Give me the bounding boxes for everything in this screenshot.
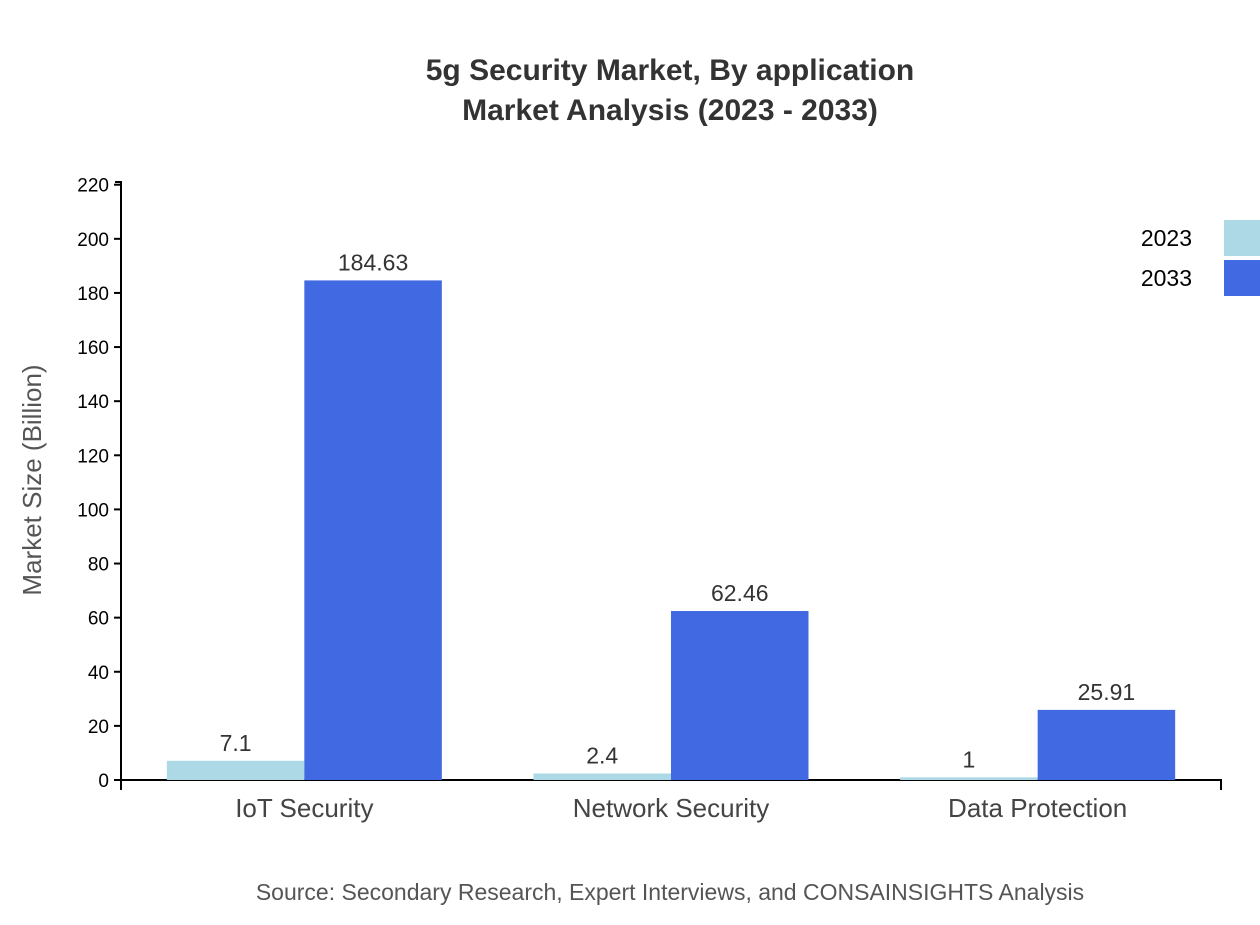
bar-2023-iot-security (166, 760, 305, 780)
y-tick-label: 80 (88, 555, 109, 576)
y-tick-label: 220 (77, 176, 109, 197)
data-label: 1 (963, 746, 976, 772)
y-tick-label: 20 (88, 717, 109, 738)
bar-2023-network-security (533, 773, 671, 780)
legend-swatch-2023 (1224, 220, 1260, 256)
bar-2033-data-protection (1037, 709, 1176, 780)
y-tick-label: 180 (77, 284, 109, 305)
bar-2023-data-protection (900, 777, 1038, 780)
bar-2033-iot-security (304, 280, 442, 780)
x-axis-line (120, 779, 1222, 790)
chart-title: 5g Security Market, By application (426, 54, 914, 87)
y-axis-label: Market Size (Billion) (17, 364, 47, 595)
data-label: 7.1 (220, 730, 252, 756)
y-tick-label: 120 (77, 446, 109, 467)
x-tick-label: IoT Security (235, 793, 373, 823)
x-tick-label: Network Security (573, 793, 770, 823)
data-label: 2.4 (586, 743, 618, 769)
data-label: 25.91 (1078, 679, 1136, 705)
y-tick-label: 100 (77, 500, 109, 521)
y-tick-label: 40 (88, 663, 109, 684)
data-label: 62.46 (711, 580, 769, 606)
bar-2033-network-security (671, 610, 809, 780)
y-axis-line (115, 181, 122, 781)
chart-subtitle: Market Analysis (2023 - 2033) (462, 94, 878, 127)
legend-label-2033: 2033 (1141, 265, 1192, 291)
legend-swatch-2033 (1224, 260, 1260, 296)
y-tick-label: 160 (77, 338, 109, 359)
y-tick-label: 60 (88, 609, 109, 630)
y-tick-label: 200 (77, 230, 109, 251)
y-tick-label: 140 (77, 392, 109, 413)
source-note: Source: Secondary Research, Expert Inter… (256, 879, 1084, 905)
x-tick-label: Data Protection (948, 793, 1127, 823)
y-tick-label: 0 (98, 771, 109, 792)
legend-label-2023: 2023 (1141, 225, 1192, 251)
data-label: 184.63 (338, 249, 408, 275)
